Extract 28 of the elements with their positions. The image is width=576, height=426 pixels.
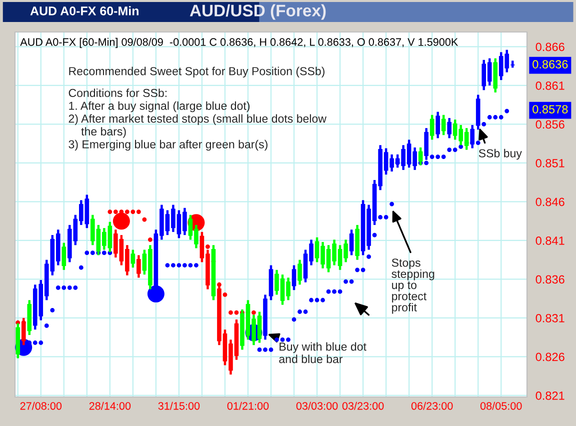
x-tick-label: 28/14:00: [89, 402, 131, 410]
annotation: Recommended Sweet Spot for Buy Position (SSb): [69, 66, 324, 78]
y-tick-label: 0.846: [536, 198, 564, 206]
x-tick-label: 03/03:00: [296, 402, 338, 410]
annotation: 0.8636: [532, 60, 568, 68]
x-tick-label: 08/05:00: [480, 402, 522, 410]
x-tick-label: 06/23:00: [411, 402, 453, 410]
x-tick-label: 31/15:00: [158, 402, 200, 410]
text: AUD A0-FX [60-Min] 09/08/09 -0.0001 C 0.8636, H 0.8642, L 0.8633, O 0.8637, V 1.5900K: [20, 38, 458, 48]
annotation: Stops stepping up to protect profit: [392, 258, 434, 314]
annotation: Buy with blue dot and blue bar: [279, 342, 366, 364]
y-tick-label: 0.841: [536, 236, 564, 245]
y-tick-label: 0.851: [536, 159, 564, 168]
chart-title: AUD/USD (Forex): [190, 4, 326, 20]
x-tick-label: 01/21:00: [227, 402, 269, 410]
annotation: 0.8578: [532, 105, 568, 114]
y-tick-label: 0.831: [536, 314, 564, 322]
y-tick-label: 0.826: [536, 352, 564, 362]
x-tick-label: 27/08:00: [20, 402, 62, 410]
annotation: SSb buy: [478, 148, 522, 160]
y-tick-label: 0.821: [536, 391, 564, 400]
x-tick-label: 03/23:00: [342, 402, 384, 410]
y-tick-label: 0.856: [536, 120, 564, 129]
y-tick-label: 0.861: [536, 82, 564, 90]
y-tick-label: 0.836: [536, 275, 564, 284]
annotation: Conditions for SSb: 1. After a buy signal (large blue dot) 2) After market tested stops (small blue dots below the bars) 3) Emerging blue bar after green bar(s): [68, 88, 326, 151]
text: AUD A0-FX 60-Min: [30, 6, 138, 16]
y-tick-label: 0.866: [536, 42, 564, 52]
